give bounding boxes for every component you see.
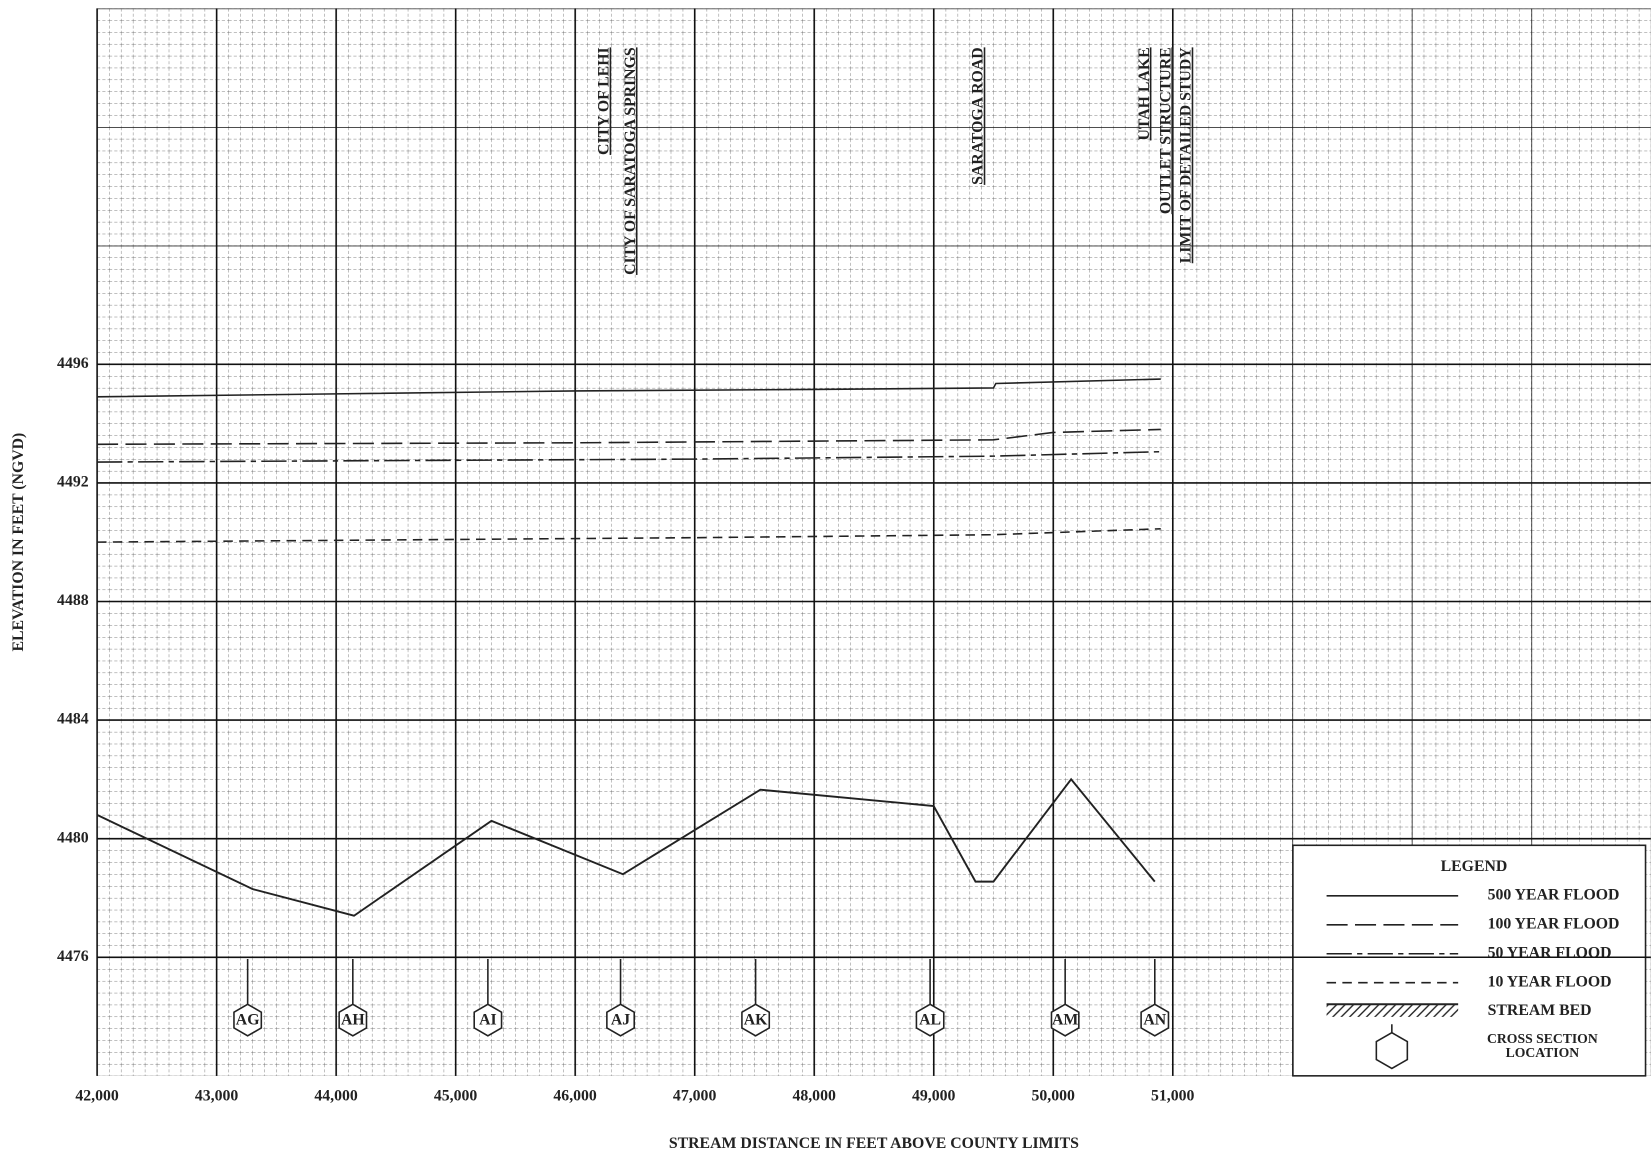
- cross-section-marker: [473, 1003, 503, 1037]
- y-tick-label: 4496: [57, 355, 89, 372]
- cross-section-marker: [338, 1003, 368, 1037]
- y-tick-label: 4476: [57, 948, 89, 965]
- x-axis-label: STREAM DISTANCE IN FEET ABOVE COUNTY LIM…: [669, 1135, 1079, 1152]
- series-line: [96, 777, 1156, 917]
- cross-section-marker: [606, 1003, 636, 1037]
- x-tick-label: 47,000: [673, 1088, 717, 1105]
- legend-box: [1292, 844, 1647, 1077]
- annotation: LIMIT OF DETAILED STUDY: [1178, 47, 1195, 263]
- cross-section-label: AL: [919, 1012, 941, 1029]
- legend-label: 100 YEAR FLOOD: [1488, 915, 1620, 932]
- legend: LEGEND 500 YEAR FLOOD 100 YEAR FLOOD 50 YE…: [1292, 844, 1647, 1077]
- annotation: UTAH LAKE: [1136, 47, 1153, 140]
- cross-section-marker: [741, 1003, 771, 1037]
- cross-section-marker: [915, 1003, 945, 1037]
- legend-label: STREAM BED: [1488, 1002, 1592, 1019]
- series-line: [97, 450, 1161, 463]
- cross-section-label: AI: [479, 1012, 497, 1029]
- annotation: SARATOGA ROAD: [970, 47, 987, 185]
- legend-label-box: CROSS SECTION LOCATION: [1487, 1031, 1598, 1061]
- x-tick-label: 43,000: [195, 1088, 239, 1105]
- x-tick-label: 51,000: [1151, 1088, 1195, 1105]
- x-tick-label: 45,000: [434, 1088, 478, 1105]
- cross-section-label: AJ: [611, 1012, 630, 1029]
- series-line: [97, 378, 1161, 398]
- y-axis-label: ELEVATION IN FEET (NGVD): [10, 433, 27, 652]
- legend-symbol: [1326, 1004, 1459, 1017]
- cross-section-marker: [233, 1003, 263, 1037]
- cross-section-label: AH: [341, 1012, 365, 1029]
- y-tick-label: 4480: [57, 829, 89, 846]
- legend-symbol: [1375, 1031, 1409, 1070]
- x-tick-label: 49,000: [912, 1088, 956, 1105]
- legend-label: 10 YEAR FLOOD: [1488, 973, 1612, 990]
- series-line: [97, 527, 1161, 543]
- cross-section-label: AK: [744, 1012, 768, 1029]
- cross-section-marker: [1140, 1003, 1170, 1037]
- x-tick-label: 46,000: [553, 1088, 597, 1105]
- y-tick-label: 4484: [57, 711, 89, 728]
- legend-label: CROSS SECTION LOCATION: [1487, 1031, 1598, 1061]
- series-line: [97, 428, 1161, 446]
- x-tick-label: 44,000: [314, 1088, 358, 1105]
- y-tick-label: 4488: [57, 592, 89, 609]
- y-tick-label: 4492: [57, 473, 89, 490]
- x-tick-label: 42,000: [75, 1088, 119, 1105]
- x-tick-label: 50,000: [1031, 1088, 1075, 1105]
- cross-section-marker: [1050, 1003, 1080, 1037]
- annotation: CITY OF LEHI: [596, 47, 613, 155]
- annotation: CITY OF SARATOGA SPRINGS: [622, 47, 639, 275]
- legend-title: LEGEND: [1441, 858, 1508, 875]
- cross-section-label: AG: [236, 1012, 260, 1029]
- x-tick-label: 48,000: [792, 1088, 836, 1105]
- legend-label: 50 YEAR FLOOD: [1488, 944, 1612, 961]
- cross-section-label: AM: [1052, 1012, 1078, 1029]
- annotation: OUTLET STRUCTURE: [1157, 47, 1174, 214]
- cross-section-label: AN: [1143, 1012, 1166, 1029]
- legend-label: 500 YEAR FLOOD: [1488, 886, 1620, 903]
